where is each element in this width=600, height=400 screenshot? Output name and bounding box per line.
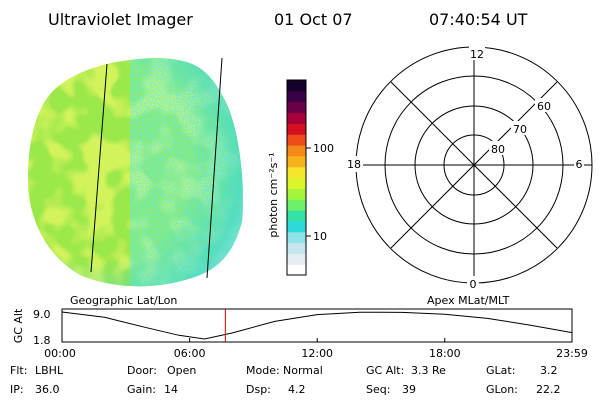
altitude-curve xyxy=(61,311,573,340)
glat-label: GLat: xyxy=(486,364,515,377)
door-label: Door: xyxy=(127,364,157,377)
colorbar-segment xyxy=(287,264,306,276)
label-mask xyxy=(511,121,529,135)
ip-label: IP: xyxy=(10,383,24,396)
x-tick-label: 12:00 xyxy=(301,347,333,360)
x-tick-label: 06:00 xyxy=(174,347,206,360)
meridian-line xyxy=(90,63,108,273)
colorbar-tick-label: 100 xyxy=(313,142,334,155)
gain-label: Gain: xyxy=(127,383,156,396)
mode-label: Mode: xyxy=(246,364,280,377)
colorbar-ticks: 100 10 xyxy=(306,142,334,243)
colorbar-segment xyxy=(287,166,306,179)
glon-label: GLon: xyxy=(486,383,518,396)
label-mask xyxy=(489,141,507,155)
colorbar-segment xyxy=(287,112,306,124)
glat-value: 3.2 xyxy=(540,364,558,377)
polar-labels: 12 6 0 18 60 70 80 xyxy=(345,46,584,291)
y-tick-label: 9.0 xyxy=(33,308,51,321)
seq-value: 39 xyxy=(402,383,416,396)
colorbar-unit-label: photon cm⁻²s⁻¹ xyxy=(267,152,280,237)
x-tick-marks xyxy=(61,338,573,342)
gc-alt-label: GC Alt: xyxy=(366,364,404,377)
colorbar-tick-label: 10 xyxy=(313,230,327,243)
colorbar-segment xyxy=(287,253,306,265)
dsp-label: Dsp: xyxy=(246,383,271,396)
colorbar-segment xyxy=(287,123,306,135)
colorbar-segment xyxy=(287,199,306,211)
status-info: Flt: LBHL Door: Open Mode: Normal GC Alt… xyxy=(10,364,561,396)
colorbar-segment xyxy=(287,231,306,244)
colorbar-frame xyxy=(286,79,307,276)
filter-value: LBHL xyxy=(35,364,64,377)
y-tick-label: 1.8 xyxy=(33,334,51,347)
polar-mlt-grid xyxy=(355,46,593,284)
altitude-axis-label: GC Alt xyxy=(12,308,25,343)
mlt-label-18: 18 xyxy=(347,158,361,171)
gain-value: 14 xyxy=(164,383,178,396)
mode-value: Normal xyxy=(283,364,323,377)
colorbar xyxy=(286,79,307,276)
observation-time: 07:40:54 UT xyxy=(429,10,528,29)
colorbar-segment xyxy=(287,155,306,168)
door-value: Open xyxy=(167,364,196,377)
label-mask xyxy=(467,276,479,290)
lat-label-70: 70 xyxy=(513,123,527,136)
colorbar-segment xyxy=(287,177,306,189)
gc-alt-value: 3.3 Re xyxy=(411,364,446,377)
colorbar-segment xyxy=(287,134,306,146)
label-mask xyxy=(469,46,485,60)
x-tick-label: 00:00 xyxy=(44,347,76,360)
earth-uv-image xyxy=(27,57,244,287)
altitude-plot: 9.0 1.8 GC Alt 00:00 06:00 12:00 18:00 2… xyxy=(12,308,588,360)
colorbar-segment xyxy=(287,101,306,114)
instrument-title: Ultraviolet Imager xyxy=(48,10,193,29)
colorbar-segment xyxy=(287,90,306,103)
ip-value: 36.0 xyxy=(35,383,60,396)
meridian-line xyxy=(206,57,223,279)
label-mask xyxy=(535,98,553,112)
filter-label: Flt: xyxy=(10,364,27,377)
observation-date: 01 Oct 07 xyxy=(274,10,353,29)
lat-label-80: 80 xyxy=(491,143,505,156)
mlt-label-6: 6 xyxy=(576,158,583,171)
label-mask xyxy=(574,156,584,172)
colorbar-segment xyxy=(287,220,306,233)
colorbar-segment xyxy=(287,188,306,200)
polar-spoke xyxy=(390,81,558,249)
geographic-grid-label: Geographic Lat/Lon xyxy=(70,294,177,307)
limb-brightening xyxy=(27,58,244,287)
dsp-value: 4.2 xyxy=(288,383,306,396)
lat-label-60: 60 xyxy=(537,100,551,113)
colorbar-segment xyxy=(287,145,306,157)
glon-value: 22.2 xyxy=(536,383,561,396)
seq-label: Seq: xyxy=(366,383,390,396)
colorbar-segment xyxy=(287,242,306,254)
apex-grid-label: Apex MLat/MLT xyxy=(427,294,510,307)
mlt-label-0: 0 xyxy=(470,278,477,291)
x-tick-label: 23:59 xyxy=(556,347,588,360)
x-tick-label: 18:00 xyxy=(429,347,461,360)
label-mask xyxy=(345,156,363,172)
mlt-label-12: 12 xyxy=(470,48,484,61)
colorbar-segment xyxy=(287,210,306,222)
colorbar-segment xyxy=(287,80,306,92)
